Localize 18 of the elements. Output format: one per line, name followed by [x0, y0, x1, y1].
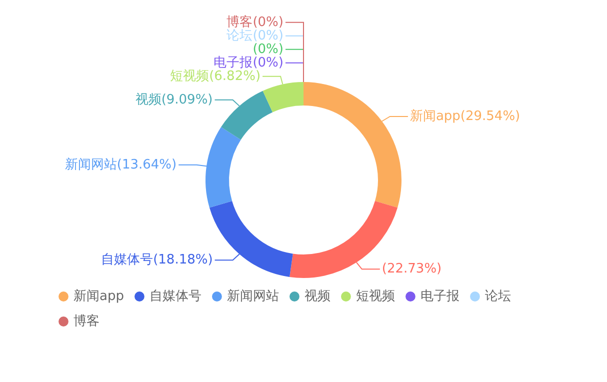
data-label: (22.73%): [382, 262, 442, 277]
category-label: 短视频(6.82%): [170, 68, 261, 84]
legend-label: 新闻网站: [226, 288, 279, 304]
legend-label: 新闻app: [74, 288, 124, 304]
category-label: 博客(0%): [226, 14, 284, 30]
category-label: 新闻网站(13.64%): [64, 157, 177, 172]
category-label: 电子报(0%): [214, 55, 284, 70]
legend-label: 电子报: [420, 288, 460, 304]
category-label: 新闻app(29.54%): [410, 108, 520, 124]
category-label: 自媒体号(18.18%): [101, 252, 213, 268]
legend-label: 论坛: [484, 288, 511, 304]
category-label: 视频(9.09%): [135, 92, 213, 108]
legend-label: 视频: [304, 288, 330, 304]
legend-label: 短视频: [356, 288, 395, 304]
category-label: 论坛(0%): [226, 28, 284, 44]
legend-label: 博客: [74, 312, 100, 329]
text: (0%): [252, 42, 284, 57]
legend-label: 自媒体号: [149, 288, 202, 304]
